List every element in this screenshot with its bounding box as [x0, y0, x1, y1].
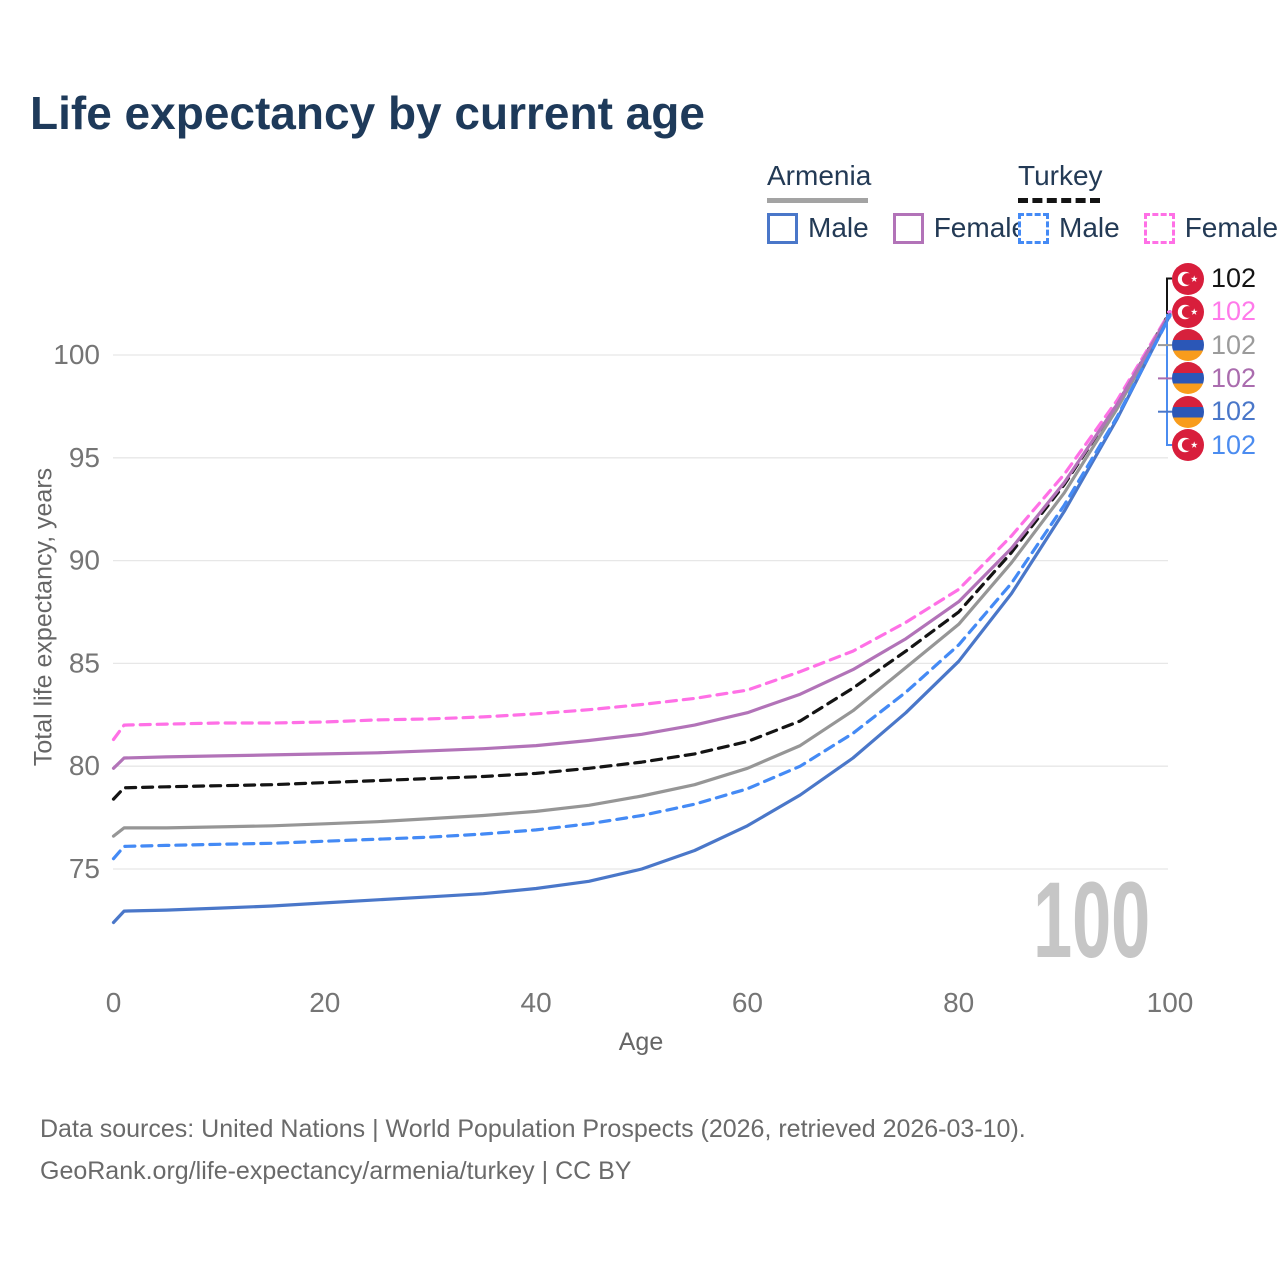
legend-turkey-male-swatch[interactable]: [1018, 212, 1049, 244]
end-label-value: 102: [1211, 296, 1257, 327]
x-tick-20: 20: [309, 987, 340, 1018]
y-tick-80: 80: [69, 750, 100, 781]
y-tick-85: 85: [69, 647, 100, 678]
x-tick-80: 80: [943, 987, 974, 1018]
x-tick-60: 60: [732, 987, 763, 1018]
end-label-turkey-male: 102: [1172, 429, 1256, 462]
legend-turkey-line-swatch: [1018, 198, 1100, 203]
legend-turkey-header[interactable]: Turkey: [1018, 160, 1103, 191]
end-label-connector: [1166, 277, 1172, 314]
y-tick-100: 100: [53, 339, 100, 370]
legend-armenia-male-swatch[interactable]: [767, 212, 798, 244]
y-axis-title: Total life expectancy, years: [29, 467, 58, 767]
x-tick-40: 40: [521, 987, 552, 1018]
end-label-connector: [1166, 313, 1172, 446]
end-label-value: 102: [1211, 429, 1257, 460]
current-age-watermark: 100: [1032, 859, 1150, 980]
legend-armenia-female-label[interactable]: Female: [933, 212, 1028, 243]
legend-group-turkey: Turkey Male Female: [1018, 160, 1280, 244]
legend-turkey-female-label[interactable]: Female: [1184, 212, 1279, 243]
end-label-value: 102: [1211, 396, 1257, 427]
line-turkey-female[interactable]: [111, 310, 1172, 742]
line-turkey-overall[interactable]: [111, 310, 1172, 801]
footer-attribution: GeoRank.org/life-expectancy/armenia/turk…: [40, 1157, 632, 1185]
end-label-value: 102: [1211, 329, 1257, 360]
line-armenia-female[interactable]: [111, 311, 1172, 770]
armenia-flag-icon: [1172, 395, 1204, 428]
end-label-armenia-female: 102: [1172, 362, 1256, 395]
x-tick-100: 100: [1147, 987, 1194, 1018]
end-label-value: 102: [1211, 263, 1257, 293]
footer: Data sources: United Nations | World Pop…: [40, 1108, 1026, 1192]
turkey-flag-icon: [1172, 295, 1204, 328]
line-armenia-male[interactable]: [111, 313, 1172, 925]
legend-armenia-header[interactable]: Armenia: [767, 160, 872, 191]
legend-turkey-male-label[interactable]: Male: [1059, 212, 1120, 243]
y-tick-95: 95: [69, 442, 100, 473]
x-axis-title: Age: [618, 1028, 664, 1056]
line-armenia-overall[interactable]: [111, 312, 1172, 838]
y-tick-75: 75: [69, 853, 100, 884]
page-title: Life expectancy by current age: [30, 87, 705, 139]
end-label-armenia-overall: 102: [1172, 329, 1256, 362]
end-label-armenia-male: 102: [1172, 395, 1256, 428]
armenia-flag-icon: [1172, 329, 1204, 362]
legend-armenia-line-swatch: [767, 198, 868, 203]
turkey-flag-icon: [1172, 262, 1204, 295]
legend-armenia-male-label[interactable]: Male: [808, 212, 869, 243]
footer-sources: Data sources: United Nations | World Pop…: [40, 1115, 1026, 1143]
armenia-flag-icon: [1172, 362, 1204, 395]
y-tick-90: 90: [69, 545, 100, 576]
legend-armenia-female-swatch[interactable]: [892, 212, 924, 244]
turkey-flag-icon: [1172, 429, 1204, 461]
end-label-turkey-overall: 102: [1172, 262, 1256, 295]
line-turkey-male[interactable]: [111, 314, 1172, 861]
end-label-turkey-female: 102: [1172, 295, 1256, 328]
legend-turkey-female-swatch[interactable]: [1143, 212, 1175, 244]
end-label-value: 102: [1211, 362, 1257, 393]
legend-group-armenia: Armenia Male Female: [767, 160, 1041, 244]
x-tick-0: 0: [106, 987, 122, 1018]
